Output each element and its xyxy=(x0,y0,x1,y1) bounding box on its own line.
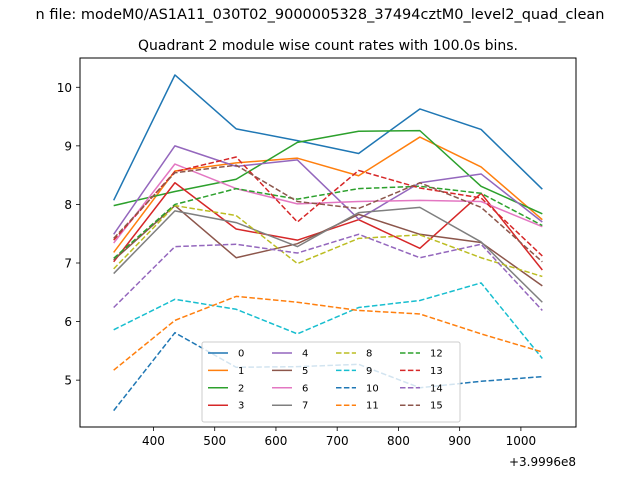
series-line-12 xyxy=(113,185,543,259)
series-line-9 xyxy=(113,282,543,359)
x-tick-label: 1000 xyxy=(506,434,537,448)
legend-label-3: 3 xyxy=(238,401,244,412)
x-axis-offset-label: +3.9996e8 xyxy=(509,455,576,469)
legend-label-4: 4 xyxy=(302,349,308,360)
x-axis: 400 500 600 700 800 900 1000 xyxy=(142,427,536,448)
y-tick-label: 10 xyxy=(57,81,72,95)
chart-title: Quadrant 2 module wise count rates with … xyxy=(138,38,518,54)
series-line-15 xyxy=(113,164,543,263)
series-line-2 xyxy=(113,129,543,215)
legend-label-2: 2 xyxy=(238,383,244,394)
legend-label-8: 8 xyxy=(366,349,372,360)
legend-label-12: 12 xyxy=(430,349,443,360)
series-line-6 xyxy=(113,163,543,244)
series-line-14 xyxy=(113,233,543,311)
legend-label-7: 7 xyxy=(302,401,308,412)
legend-label-5: 5 xyxy=(302,366,308,377)
legend-label-10: 10 xyxy=(366,383,379,394)
legend-label-13: 13 xyxy=(430,366,443,377)
series-line-11 xyxy=(113,295,543,371)
x-tick-label: 400 xyxy=(142,434,165,448)
x-tick-label: 500 xyxy=(203,434,226,448)
legend-label-0: 0 xyxy=(238,349,244,360)
x-tick-label: 600 xyxy=(264,434,287,448)
y-tick-label: 5 xyxy=(64,374,72,388)
legend-box xyxy=(201,341,461,423)
legend-label-14: 14 xyxy=(430,383,443,394)
y-tick-label: 8 xyxy=(64,198,72,212)
legend-label-1: 1 xyxy=(238,366,244,377)
series-line-7 xyxy=(113,206,543,303)
y-tick-label: 6 xyxy=(64,315,72,329)
series-line-4 xyxy=(113,145,543,235)
x-tick-label: 900 xyxy=(448,434,471,448)
x-tick-label: 800 xyxy=(387,434,410,448)
series-line-13 xyxy=(113,156,543,257)
series-line-1 xyxy=(113,136,543,253)
series-line-0 xyxy=(113,74,543,201)
y-tick-label: 9 xyxy=(64,139,72,153)
figure-suptitle: n file: modeM0/AS1A11_030T02_9000005328_… xyxy=(36,7,605,23)
legend-label-6: 6 xyxy=(302,383,308,394)
y-tick-label: 7 xyxy=(64,257,72,271)
legend-label-15: 15 xyxy=(430,401,443,412)
series-line-8 xyxy=(113,204,543,278)
y-axis: 5 6 7 8 9 10 xyxy=(57,81,80,388)
legend-label-9: 9 xyxy=(366,366,372,377)
x-tick-label: 700 xyxy=(326,434,349,448)
legend-label-11: 11 xyxy=(366,401,379,412)
axes-frame xyxy=(79,57,577,428)
